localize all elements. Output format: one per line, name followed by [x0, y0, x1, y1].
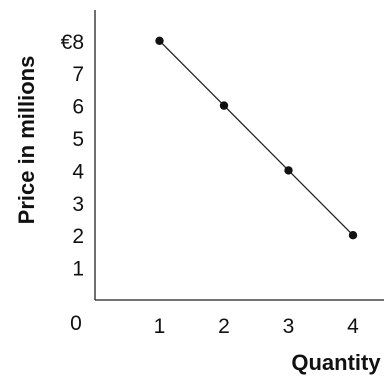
origin-label: 0	[70, 312, 82, 335]
data-point	[348, 231, 358, 240]
data-point	[219, 101, 229, 110]
x-axis-title: Quantity	[291, 350, 381, 375]
series-line	[159, 40, 354, 236]
y-tick-label: 7	[72, 63, 84, 86]
y-tick-label: 5	[72, 128, 84, 151]
data-point	[284, 166, 293, 175]
y-tick-label: 2	[72, 225, 84, 248]
x-tick-label: 4	[347, 315, 359, 338]
data-point	[155, 36, 164, 45]
y-tick-label: 6	[72, 96, 84, 119]
y-tick-label: €8	[61, 31, 84, 54]
y-tick-label: 1	[72, 258, 84, 281]
price-series	[155, 36, 358, 240]
y-axis-title: Price in millions	[14, 56, 39, 225]
y-tick-labels: 1 2 3 4 5 6 7 €8	[61, 31, 85, 281]
y-tick-label: 3	[72, 193, 84, 216]
x-tick-labels: 1 2 3 4	[154, 315, 360, 338]
y-tick-label: 4	[72, 160, 84, 183]
x-tick-label: 2	[218, 315, 230, 338]
x-tick-label: 1	[154, 315, 166, 338]
x-tick-label: 3	[283, 315, 295, 338]
